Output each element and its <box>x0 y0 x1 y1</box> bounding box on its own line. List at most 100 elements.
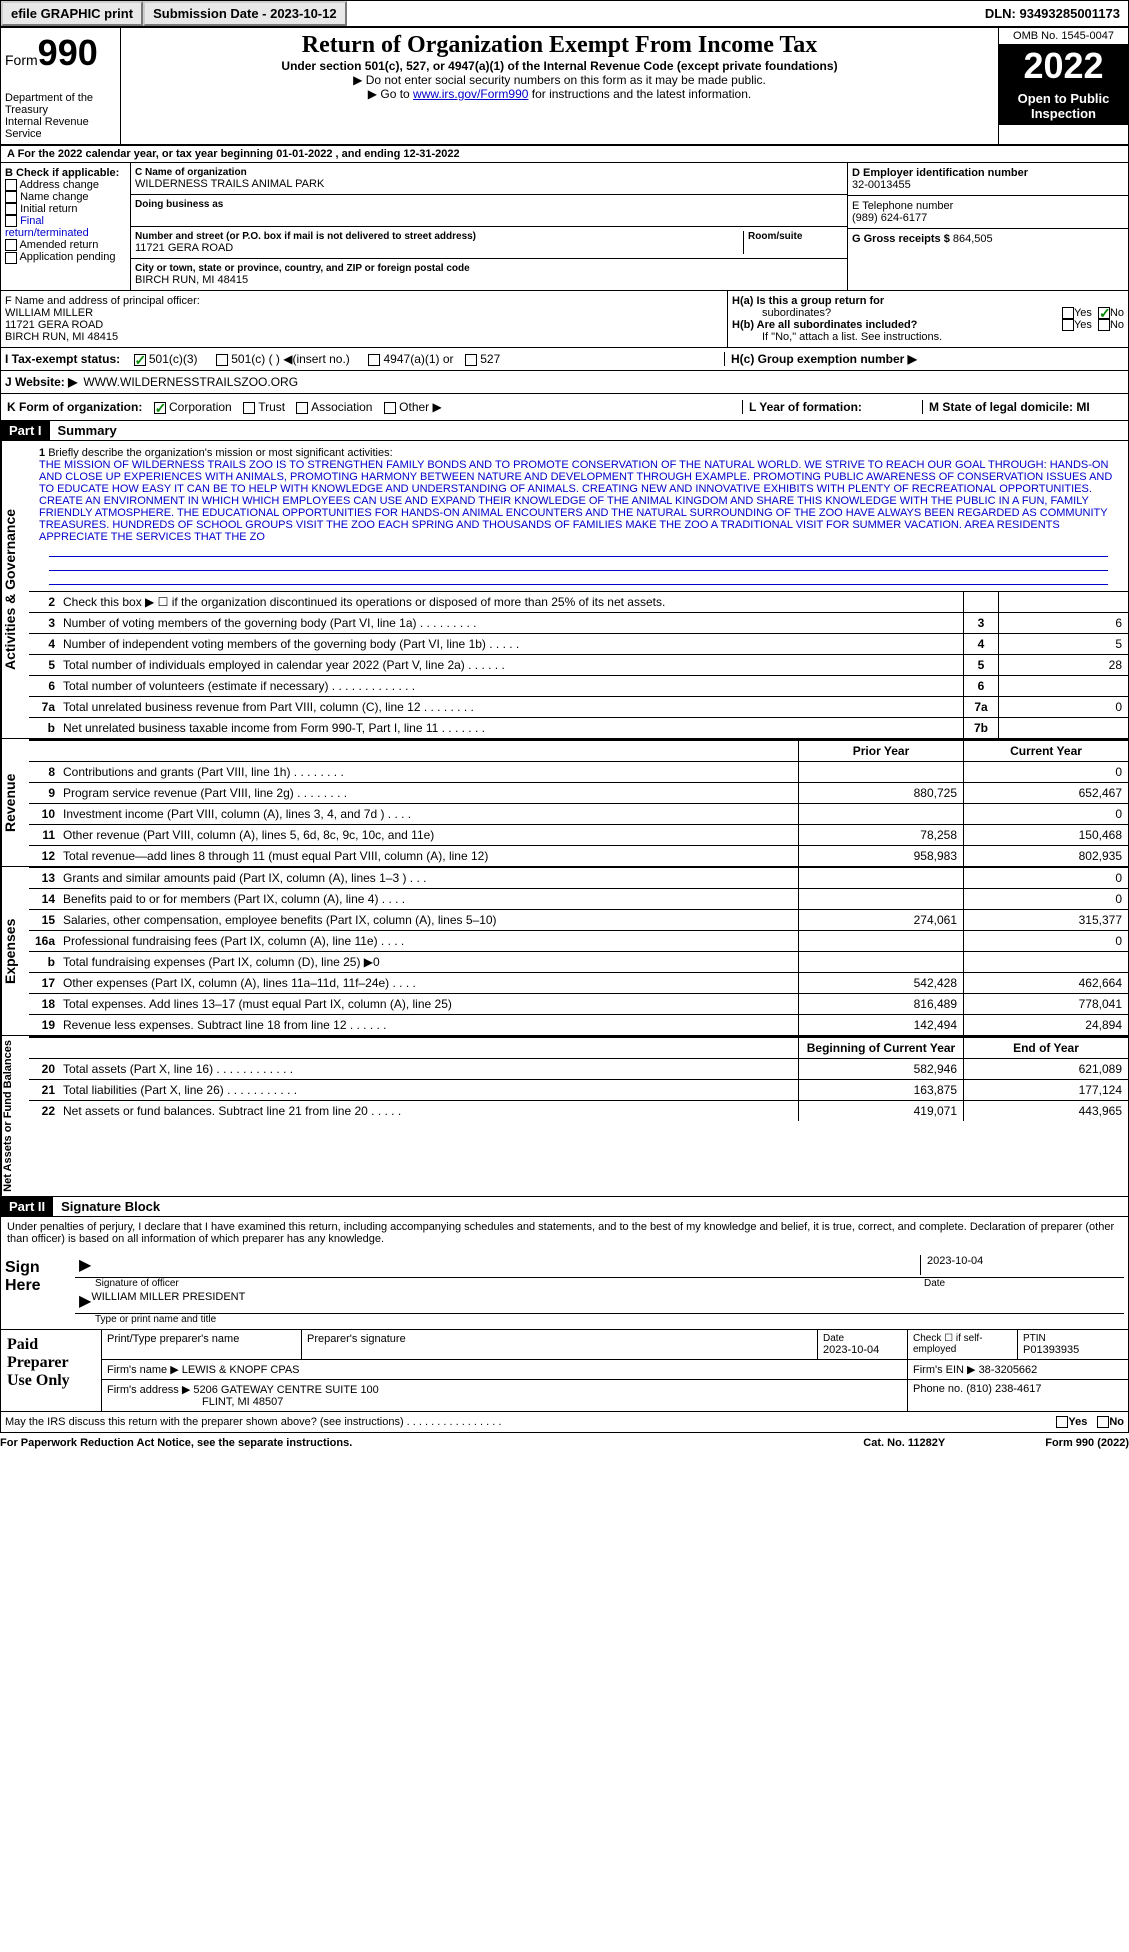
line-number: 14 <box>29 889 59 909</box>
website-label: J Website: ▶ <box>5 375 77 389</box>
prior-year-value: 163,875 <box>798 1080 963 1100</box>
sign-here-label: Sign Here <box>1 1249 71 1329</box>
open-public-1: Open to Public <box>1003 91 1124 106</box>
line-description: Check this box ▶ ☐ if the organization d… <box>59 592 963 612</box>
prior-year-value <box>798 762 963 782</box>
line-box: 4 <box>963 634 998 654</box>
line-number: 2 <box>29 592 59 612</box>
ssn-warning: ▶ Do not enter social security numbers o… <box>125 73 994 87</box>
line-description: Other expenses (Part IX, column (A), lin… <box>59 973 798 993</box>
data-line: 21 Total liabilities (Part X, line 26) .… <box>29 1079 1128 1100</box>
ha-yes-checkbox[interactable] <box>1062 307 1074 319</box>
line-description: Benefits paid to or for members (Part IX… <box>59 889 798 909</box>
form-header: Form990 Department of the Treasury Inter… <box>0 27 1129 145</box>
part1-title: Summary <box>50 421 125 440</box>
501c3-checkbox[interactable] <box>134 354 146 366</box>
hb-no-checkbox[interactable] <box>1098 319 1110 331</box>
section-identifying: A For the 2022 calendar year, or tax yea… <box>0 145 1129 394</box>
527-label: 527 <box>480 352 500 366</box>
officer-printed-name: WILLIAM MILLER PRESIDENT <box>91 1291 245 1311</box>
check-applicable-label: B Check if applicable: <box>5 167 126 179</box>
dba-label: Doing business as <box>135 199 843 210</box>
prior-year-header: Prior Year <box>798 741 963 761</box>
501c3-label: 501(c)(3) <box>149 352 198 366</box>
line-number: 18 <box>29 994 59 1014</box>
other-checkbox[interactable] <box>384 402 396 414</box>
discuss-yes: Yes <box>1068 1416 1087 1428</box>
prep-name-label: Print/Type preparer's name <box>102 1330 302 1359</box>
application-pending-checkbox[interactable] <box>5 252 17 264</box>
part2-title: Signature Block <box>53 1197 168 1216</box>
527-checkbox[interactable] <box>465 354 477 366</box>
discuss-no-checkbox[interactable] <box>1097 1416 1109 1428</box>
ha-yes: Yes <box>1074 307 1092 319</box>
org-name: WILDERNESS TRAILS ANIMAL PARK <box>135 178 843 190</box>
assoc-checkbox[interactable] <box>296 402 308 414</box>
ein-label: D Employer identification number <box>852 167 1124 179</box>
line-description: Net unrelated business taxable income fr… <box>59 718 963 738</box>
line-description: Total number of volunteers (estimate if … <box>59 676 963 696</box>
firm-name: LEWIS & KNOPF CPAS <box>182 1364 300 1376</box>
prior-year-value <box>798 889 963 909</box>
part1-header: Part I <box>1 421 50 440</box>
application-pending-label: Application pending <box>19 251 115 263</box>
discuss-preparer: May the IRS discuss this return with the… <box>5 1416 1056 1428</box>
current-year-value: 621,089 <box>963 1059 1128 1079</box>
irs-link[interactable]: www.irs.gov/Form990 <box>413 87 528 101</box>
line-description: Grants and similar amounts paid (Part IX… <box>59 868 798 888</box>
data-line: 11 Other revenue (Part VIII, column (A),… <box>29 824 1128 845</box>
line-number: 21 <box>29 1080 59 1100</box>
current-year-value: 778,041 <box>963 994 1128 1014</box>
data-line: 20 Total assets (Part X, line 16) . . . … <box>29 1058 1128 1079</box>
line-box: 7b <box>963 718 998 738</box>
top-bar: efile GRAPHIC print Submission Date - 20… <box>0 0 1129 27</box>
data-line: 15 Salaries, other compensation, employe… <box>29 909 1128 930</box>
firm-addr-label: Firm's address ▶ <box>107 1384 190 1396</box>
corp-label: Corporation <box>169 400 232 414</box>
efile-print-button[interactable]: efile GRAPHIC print <box>1 1 143 26</box>
current-year-value: 315,377 <box>963 910 1128 930</box>
line-value: 5 <box>998 634 1128 654</box>
trust-checkbox[interactable] <box>243 402 255 414</box>
line-description: Total revenue—add lines 8 through 11 (mu… <box>59 846 798 866</box>
sig-officer-label: Signature of officer <box>95 1278 924 1289</box>
amended-return-checkbox[interactable] <box>5 239 17 251</box>
dln-label: DLN: 93493285001173 <box>977 3 1128 24</box>
prep-date-label: Date <box>823 1333 902 1344</box>
hb-yes-checkbox[interactable] <box>1062 319 1074 331</box>
line-number: b <box>29 952 59 972</box>
discuss-yes-checkbox[interactable] <box>1056 1416 1068 1428</box>
ein-value: 32-0013455 <box>852 179 1124 191</box>
room-label: Room/suite <box>748 231 843 242</box>
line-description: Number of independent voting members of … <box>59 634 963 654</box>
submission-date-button[interactable]: Submission Date - 2023-10-12 <box>143 1 347 26</box>
prior-year-value: 958,983 <box>798 846 963 866</box>
corp-checkbox[interactable] <box>154 402 166 414</box>
line1-num: 1 <box>39 447 45 459</box>
firm-phone-label: Phone no. <box>913 1383 963 1395</box>
data-line: 14 Benefits paid to or for members (Part… <box>29 888 1128 909</box>
street-label: Number and street (or P.O. box if mail i… <box>135 231 743 242</box>
name-change-checkbox[interactable] <box>5 191 17 203</box>
omb-number: OMB No. 1545-0047 <box>999 28 1128 45</box>
initial-return-checkbox[interactable] <box>5 203 17 215</box>
501c-checkbox[interactable] <box>216 354 228 366</box>
gov-line: 5 Total number of individuals employed i… <box>29 654 1128 675</box>
form-number: 990 <box>38 32 98 73</box>
4947-checkbox[interactable] <box>368 354 380 366</box>
form-prefix: Form <box>5 52 38 68</box>
hb-no: No <box>1110 319 1124 331</box>
ha-no-checkbox[interactable] <box>1098 307 1110 319</box>
address-change-label: Address change <box>19 179 99 191</box>
final-return-checkbox[interactable] <box>5 215 17 227</box>
line-number: 12 <box>29 846 59 866</box>
initial-return-label: Initial return <box>20 203 77 215</box>
hc-label: H(c) Group exemption number ▶ <box>731 352 917 366</box>
form-org-label: K Form of organization: <box>7 400 142 414</box>
line-number: 19 <box>29 1015 59 1035</box>
4947-label: 4947(a)(1) or <box>384 352 454 366</box>
current-year-value: 24,894 <box>963 1015 1128 1035</box>
data-line: 9 Program service revenue (Part VIII, li… <box>29 782 1128 803</box>
address-change-checkbox[interactable] <box>5 179 17 191</box>
hb-yes: Yes <box>1074 319 1092 331</box>
